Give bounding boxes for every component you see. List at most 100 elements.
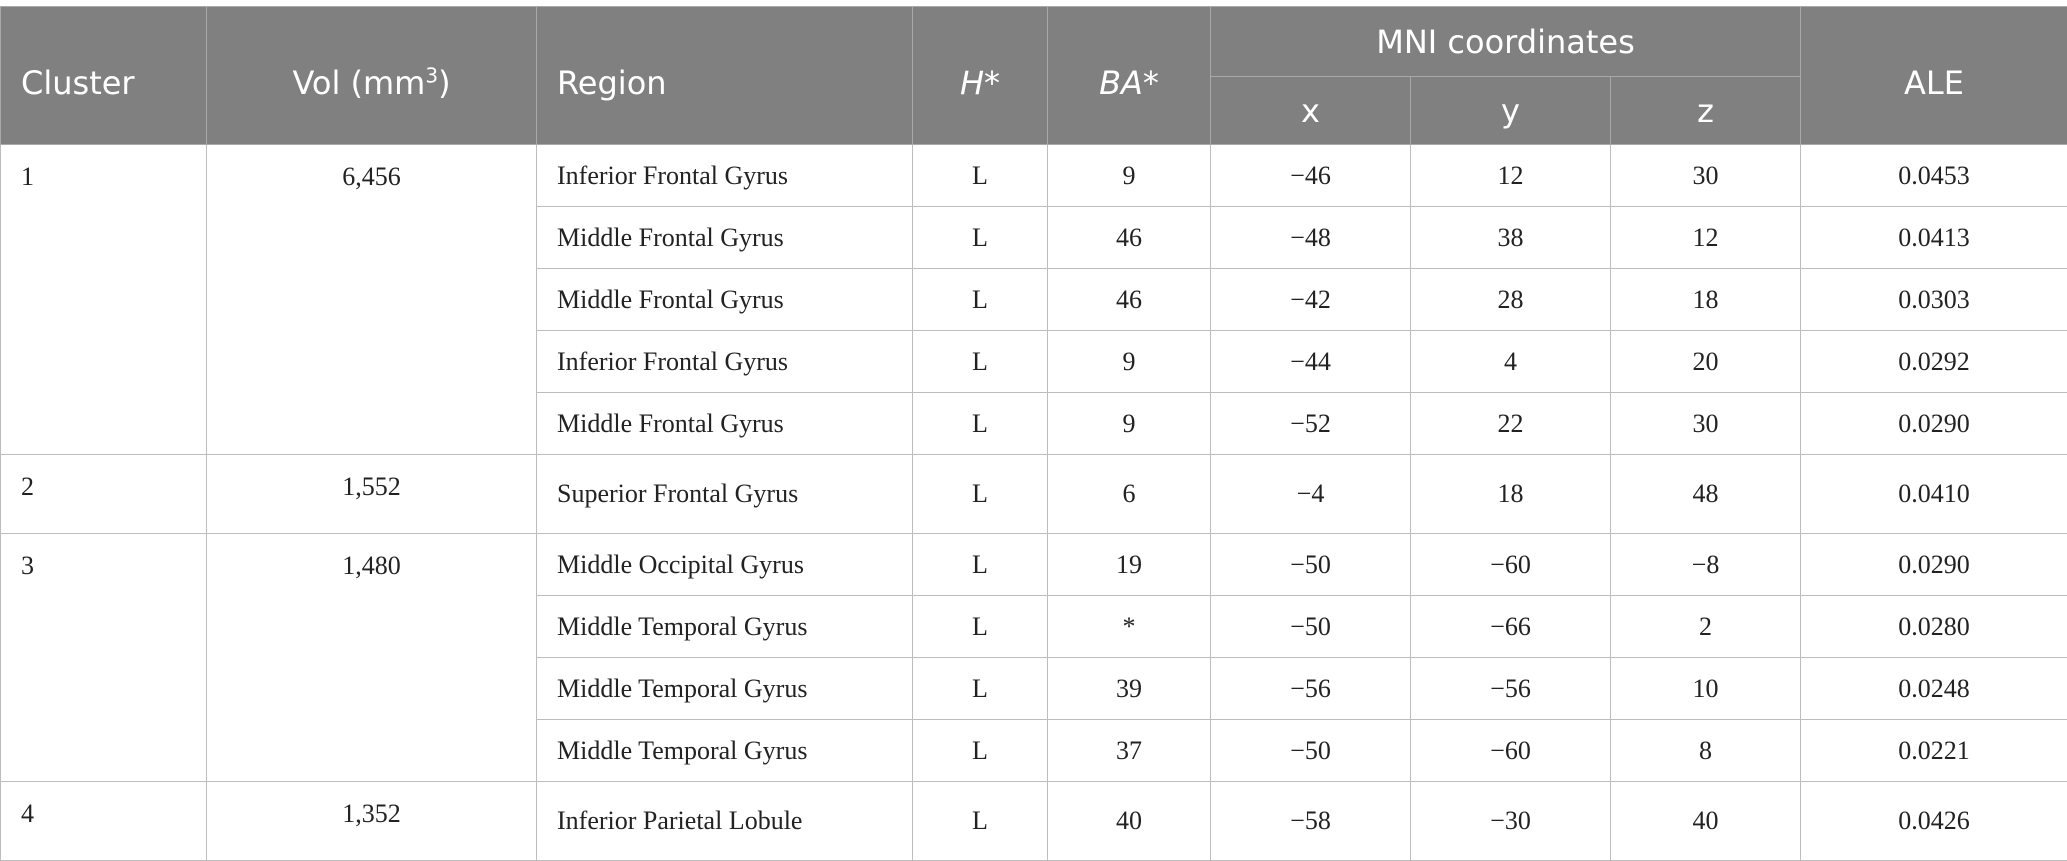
x-cell: −50 [1211, 534, 1411, 596]
region-cell: Middle Occipital Gyrus [537, 534, 913, 596]
x-cell: −50 [1211, 596, 1411, 658]
y-cell: 28 [1411, 269, 1611, 331]
z-cell: 40 [1611, 782, 1801, 861]
table-row: 2 1,552 Superior Frontal Gyrus L 6 −4 18… [1, 455, 2067, 534]
table-row: 3 1,480 Middle Occipital Gyrus L 19 −50 … [1, 534, 2067, 596]
ba-cell: 9 [1048, 145, 1211, 207]
ba-cell: 40 [1048, 782, 1211, 861]
ale-cell: 0.0221 [1801, 720, 2067, 782]
ale-cell: 0.0248 [1801, 658, 2067, 720]
hemisphere-cell: L [913, 596, 1048, 658]
table-row: 4 1,352 Inferior Parietal Lobule L 40 −5… [1, 782, 2067, 861]
region-cell: Inferior Frontal Gyrus [537, 145, 913, 207]
y-cell: 4 [1411, 331, 1611, 393]
region-cell: Inferior Parietal Lobule [537, 782, 913, 861]
header-volume-text: Vol (mm [292, 64, 425, 102]
x-cell: −52 [1211, 393, 1411, 455]
y-cell: −60 [1411, 534, 1611, 596]
ale-cell: 0.0410 [1801, 455, 2067, 534]
y-cell: −60 [1411, 720, 1611, 782]
x-cell: −50 [1211, 720, 1411, 782]
header-brodmann-area-text: BA* [1099, 64, 1159, 102]
cluster-volume-cell: 6,456 [207, 145, 537, 455]
z-cell: 10 [1611, 658, 1801, 720]
region-cell: Middle Frontal Gyrus [537, 207, 913, 269]
y-cell: 22 [1411, 393, 1611, 455]
x-cell: −58 [1211, 782, 1411, 861]
table-header: Cluster Vol (mm3) Region H* BA* MNI coor… [1, 7, 2067, 145]
header-region: Region [537, 7, 913, 145]
z-cell: 30 [1611, 393, 1801, 455]
z-cell: 12 [1611, 207, 1801, 269]
hemisphere-cell: L [913, 658, 1048, 720]
ba-cell: * [1048, 596, 1211, 658]
y-cell: −66 [1411, 596, 1611, 658]
z-cell: 18 [1611, 269, 1801, 331]
x-cell: −48 [1211, 207, 1411, 269]
ba-cell: 9 [1048, 331, 1211, 393]
ba-cell: 39 [1048, 658, 1211, 720]
header-x: x [1211, 77, 1411, 145]
cluster-volume-cell: 1,480 [207, 534, 537, 782]
z-cell: −8 [1611, 534, 1801, 596]
x-cell: −46 [1211, 145, 1411, 207]
ba-cell: 46 [1048, 269, 1211, 331]
z-cell: 48 [1611, 455, 1801, 534]
ale-cell: 0.0426 [1801, 782, 2067, 861]
cluster-id-cell: 2 [1, 455, 207, 534]
ale-results-table: Cluster Vol (mm3) Region H* BA* MNI coor… [0, 6, 2067, 861]
y-cell: −30 [1411, 782, 1611, 861]
cluster-id-cell: 4 [1, 782, 207, 861]
region-cell: Middle Temporal Gyrus [537, 596, 913, 658]
x-cell: −44 [1211, 331, 1411, 393]
region-cell: Superior Frontal Gyrus [537, 455, 913, 534]
cluster-volume-cell: 1,552 [207, 455, 537, 534]
ba-cell: 37 [1048, 720, 1211, 782]
ba-cell: 19 [1048, 534, 1211, 596]
header-hemisphere: H* [913, 7, 1048, 145]
y-cell: 12 [1411, 145, 1611, 207]
ale-cell: 0.0413 [1801, 207, 2067, 269]
table-body: 1 6,456 Inferior Frontal Gyrus L 9 −46 1… [1, 145, 2067, 861]
hemisphere-cell: L [913, 782, 1048, 861]
header-ale: ALE [1801, 7, 2067, 145]
x-cell: −4 [1211, 455, 1411, 534]
ale-cell: 0.0290 [1801, 534, 2067, 596]
cluster-id-cell: 1 [1, 145, 207, 455]
region-cell: Middle Frontal Gyrus [537, 269, 913, 331]
region-cell: Inferior Frontal Gyrus [537, 331, 913, 393]
header-mni-coordinates: MNI coordinates [1211, 7, 1801, 77]
hemisphere-cell: L [913, 145, 1048, 207]
region-cell: Middle Temporal Gyrus [537, 658, 913, 720]
region-cell: Middle Frontal Gyrus [537, 393, 913, 455]
header-hemisphere-text: H* [960, 64, 1000, 102]
region-cell: Middle Temporal Gyrus [537, 720, 913, 782]
hemisphere-cell: L [913, 331, 1048, 393]
hemisphere-cell: L [913, 393, 1048, 455]
hemisphere-cell: L [913, 534, 1048, 596]
cluster-volume-cell: 1,352 [207, 782, 537, 861]
header-volume-superscript: 3 [425, 63, 438, 87]
header-z: z [1611, 77, 1801, 145]
hemisphere-cell: L [913, 207, 1048, 269]
hemisphere-cell: L [913, 269, 1048, 331]
y-cell: 38 [1411, 207, 1611, 269]
hemisphere-cell: L [913, 455, 1048, 534]
z-cell: 30 [1611, 145, 1801, 207]
y-cell: 18 [1411, 455, 1611, 534]
ale-cell: 0.0280 [1801, 596, 2067, 658]
results-table-container: Cluster Vol (mm3) Region H* BA* MNI coor… [0, 6, 2067, 861]
ale-cell: 0.0290 [1801, 393, 2067, 455]
header-volume-close: ) [438, 64, 450, 102]
z-cell: 20 [1611, 331, 1801, 393]
header-cluster: Cluster [1, 7, 207, 145]
ba-cell: 6 [1048, 455, 1211, 534]
x-cell: −42 [1211, 269, 1411, 331]
ba-cell: 9 [1048, 393, 1211, 455]
header-volume: Vol (mm3) [207, 7, 537, 145]
cluster-id-cell: 3 [1, 534, 207, 782]
ale-cell: 0.0292 [1801, 331, 2067, 393]
hemisphere-cell: L [913, 720, 1048, 782]
x-cell: −56 [1211, 658, 1411, 720]
header-y: y [1411, 77, 1611, 145]
